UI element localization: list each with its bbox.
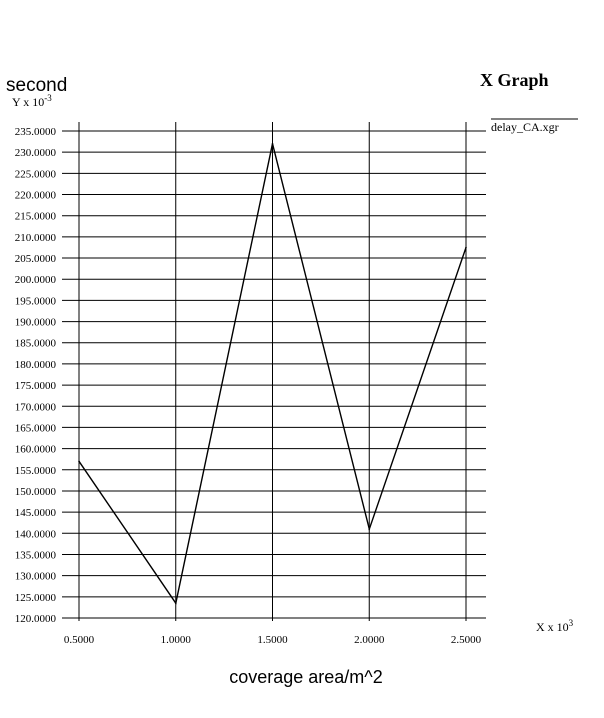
x-scale-exp: 3: [569, 618, 574, 628]
y-tick-label: 145.0000: [15, 507, 57, 519]
y-tick-label: 170.0000: [15, 401, 57, 413]
chart-title: X Graph: [480, 70, 549, 90]
y-axis-label: second: [6, 75, 67, 96]
data-point: [465, 246, 467, 249]
series-group: [78, 142, 467, 605]
y-tick-label: 200.0000: [15, 274, 57, 286]
y-tick-label: 125.0000: [15, 592, 57, 604]
data-point: [78, 460, 80, 463]
x-scale-base: X x 10: [536, 620, 569, 634]
y-tick-label: 225.0000: [15, 168, 57, 180]
y-tick-label: 215.0000: [15, 211, 57, 223]
y-scale-base: Y x 10: [12, 95, 44, 109]
x-axis-label: coverage area/m^2: [229, 667, 383, 687]
y-tick-label: 205.0000: [15, 253, 57, 265]
legend-label: delay_CA.xgr: [491, 120, 559, 134]
y-tick-label: 220.0000: [15, 190, 57, 202]
x-tick-label: 0.5000: [64, 634, 95, 646]
y-scale-exp: -3: [44, 93, 52, 103]
x-tick-label: 2.5000: [451, 634, 482, 646]
y-tick-label: 230.0000: [15, 147, 57, 159]
y-tick-label: 185.0000: [15, 338, 57, 350]
y-tick-label: 120.0000: [15, 613, 57, 625]
y-tick-label: 235.0000: [15, 126, 57, 138]
y-tick-label: 155.0000: [15, 465, 57, 477]
y-tick-label: 210.0000: [15, 232, 57, 244]
x-tick-label: 1.5000: [257, 634, 288, 646]
y-tick-label: 180.0000: [15, 359, 57, 371]
y-tick-label: 175.0000: [15, 380, 57, 392]
grid: [62, 122, 486, 621]
data-point: [368, 528, 371, 530]
data-point: [174, 602, 177, 604]
y-scale-label: Y x 10-3: [12, 93, 52, 109]
data-point: [271, 142, 274, 145]
y-tick-label: 195.0000: [15, 295, 57, 307]
y-tick-labels: 120.0000 125.0000 130.0000 135.0000 140.0000…: [15, 126, 57, 625]
y-tick-label: 135.0000: [15, 549, 57, 561]
x-scale-label: X x 103: [536, 618, 574, 634]
y-tick-label: 165.0000: [15, 422, 57, 434]
x-tick-label: 2.0000: [354, 634, 385, 646]
x-tick-label: 1.0000: [161, 634, 192, 646]
y-tick-label: 130.0000: [15, 571, 57, 583]
x-tick-labels: 0.5000 1.0000 1.5000 2.0000 2.5000: [64, 634, 482, 646]
y-tick-label: 150.0000: [15, 486, 57, 498]
y-tick-label: 140.0000: [15, 528, 57, 540]
y-tick-label: 190.0000: [15, 317, 57, 329]
y-tick-label: 160.0000: [15, 444, 57, 456]
